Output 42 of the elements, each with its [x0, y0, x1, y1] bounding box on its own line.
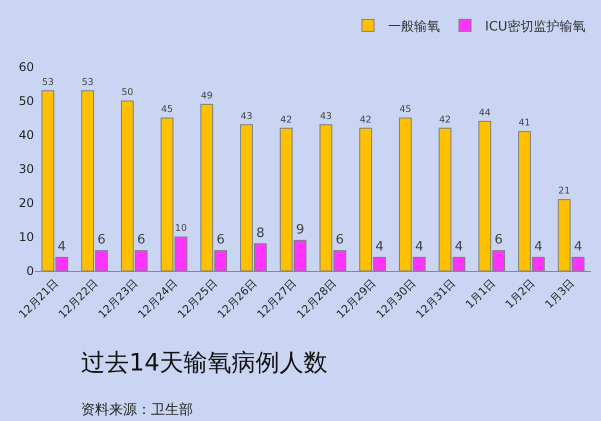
y-tick-label: 40 [18, 128, 34, 142]
data-label: 8 [256, 226, 265, 241]
data-label: 50 [121, 87, 134, 98]
data-label: 6 [494, 232, 503, 248]
data-label: 4 [534, 239, 543, 254]
data-label: 53 [82, 76, 94, 88]
x-tick-label: 1月3日 [542, 276, 578, 312]
data-label: 45 [399, 104, 412, 116]
data-label: 43 [240, 110, 252, 122]
data-label: 4 [415, 239, 424, 254]
data-label: 4 [375, 239, 384, 254]
text: 过去14天输氧病例人数 [81, 348, 328, 376]
y-tick-label: 10 [18, 230, 34, 244]
data-label: 4 [574, 239, 582, 254]
data-label: 4 [454, 239, 464, 254]
data-label: 6 [137, 232, 146, 248]
data-label: 43 [320, 110, 332, 122]
legend-label: 一般输氧 [388, 20, 440, 34]
data-label: 6 [97, 232, 106, 248]
x-tick-label: 1月1日 [463, 276, 498, 312]
text: 资料来源：卫生部 [81, 402, 193, 418]
y-tick-label: 30 [18, 162, 34, 176]
legend-label: ICU密切监护输氧 [485, 20, 586, 34]
data-label: 41 [518, 118, 530, 129]
data-label: 42 [280, 114, 292, 126]
data-label: 4 [58, 239, 66, 254]
data-label: 53 [42, 76, 54, 88]
data-label: 6 [336, 232, 344, 248]
data-label: 21 [558, 186, 570, 197]
data-label: 45 [161, 104, 174, 116]
data-label: 44 [478, 108, 491, 119]
y-tick-label: 60 [18, 60, 34, 74]
data-label: 49 [200, 90, 213, 102]
data-label: 6 [216, 232, 225, 248]
data-label: 42 [439, 114, 451, 126]
data-label: 42 [360, 114, 372, 126]
x-tick-label: 1月2日 [502, 276, 538, 312]
y-tick-label: 20 [18, 196, 34, 210]
y-tick-label: 0 [26, 264, 34, 278]
data-label: 10 [175, 223, 187, 234]
y-tick-label: 50 [18, 94, 34, 108]
data-label: 9 [296, 222, 304, 238]
